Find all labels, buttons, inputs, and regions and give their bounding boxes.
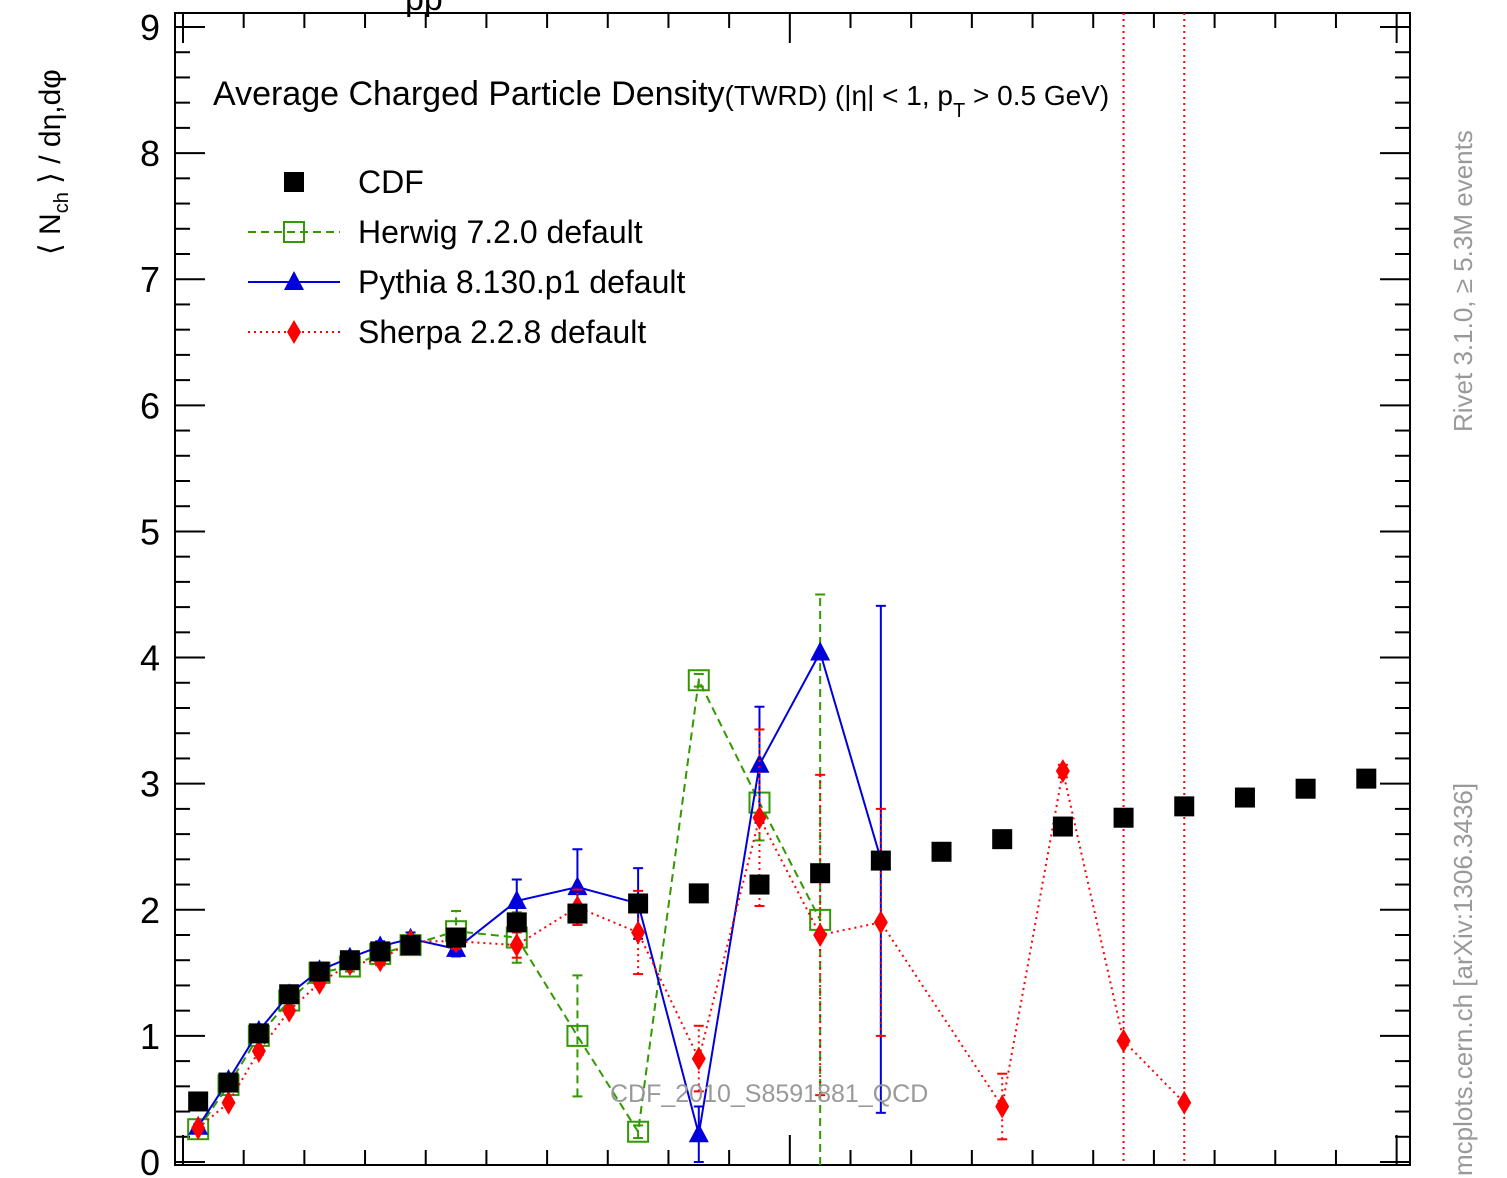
chart-subtitle: (TWRD) (|η| < 1, p [725, 80, 953, 111]
cdf-point [446, 927, 467, 948]
y-tick-label: 9 [140, 7, 160, 48]
cdf-point [931, 841, 952, 862]
sherpa-point [691, 1046, 706, 1071]
cdf-point [992, 829, 1013, 850]
y-tick-label: 7 [140, 259, 160, 300]
chart-subtitle-tail: > 0.5 GeV) [965, 80, 1109, 111]
cdf-point [1174, 796, 1195, 817]
cdf-point [309, 961, 330, 982]
herwig-point [687, 669, 710, 692]
chart-title-line: Average Charged Particle Density(TWRD) (… [213, 75, 1109, 122]
cdf-point [810, 863, 831, 884]
legend-label: Herwig 7.2.0 default [358, 214, 643, 250]
y-axis-label-sub: ch [51, 192, 73, 213]
sherpa-point [1116, 1028, 1131, 1053]
herwig-point [283, 221, 305, 243]
y-tick-label: 4 [140, 638, 160, 679]
sherpa-point [873, 910, 888, 935]
cdf-point [870, 850, 891, 871]
cdf-point [506, 912, 527, 933]
y-tick-labels: 0 1 2 3 4 5 6 7 8 9 [140, 7, 160, 1178]
y-tick-label: 2 [140, 890, 160, 931]
sherpa-point [191, 1115, 206, 1140]
sherpa-point [1055, 759, 1070, 784]
sherpa-point [752, 805, 767, 830]
cdf-point [248, 1023, 269, 1044]
series-layer [187, 13, 1377, 1165]
y-tick-label: 6 [140, 385, 160, 426]
cdf-point [339, 950, 360, 971]
chart-subtitle-sub: T [953, 100, 965, 122]
series-cdf [188, 768, 1377, 1112]
y-tick-label: 0 [140, 1142, 160, 1178]
legend-label: Sherpa 2.2.8 default [358, 314, 646, 350]
sherpa-point [287, 320, 301, 344]
y-axis-label-main: ⟨ N [34, 213, 67, 255]
page-title-fragment: pp [405, 0, 443, 18]
cdf-point [688, 883, 709, 904]
series-sherpa [191, 13, 1192, 1165]
y-tick-label: 5 [140, 511, 160, 552]
cdf-point [1052, 816, 1073, 837]
cdf-point [1113, 807, 1134, 828]
analysis-watermark: CDF_2010_S8591881_QCD [610, 1080, 928, 1108]
chart-title: Average Charged Particle Density [213, 75, 725, 113]
plot-frame [174, 12, 1411, 1166]
y-tick-label: 1 [140, 1016, 160, 1057]
y-axis-label-tail: ⟩ / dη,dφ [34, 69, 67, 192]
sherpa-point [995, 1094, 1010, 1119]
sherpa-point [509, 933, 524, 958]
herwig-point [566, 1024, 589, 1047]
cdf-point [567, 903, 588, 924]
sherpa-point [282, 998, 297, 1023]
pythia-point [749, 753, 770, 773]
legend: CDF Herwig 7.2.0 default Pythia 8.130.p1 d… [248, 164, 685, 350]
sherpa-point [813, 923, 828, 947]
cdf-point [1295, 778, 1316, 799]
cdf-point [279, 984, 300, 1005]
pythia-point [284, 271, 304, 290]
rivet-version-label: Rivet 3.1.0, ≥ 5.3M events [1448, 130, 1478, 432]
pythia-point [567, 876, 588, 896]
sherpa-point [1177, 1090, 1192, 1115]
axis-ticks [175, 13, 1410, 1165]
y-tick-label: 8 [140, 133, 160, 174]
series-line [197, 770, 1185, 1129]
series-line [197, 649, 882, 1135]
herwig-point [627, 1120, 650, 1143]
cdf-point [1234, 787, 1255, 808]
cdf-point [749, 874, 770, 895]
pythia-point [810, 641, 831, 661]
y-tick-label: 3 [140, 764, 160, 805]
legend-label: Pythia 8.130.p1 default [358, 264, 685, 300]
sherpa-point [251, 1039, 266, 1064]
series-pythia [188, 604, 891, 1163]
pythia-point [688, 1123, 709, 1143]
cdf-point [628, 893, 649, 914]
cdf-point [400, 935, 421, 956]
mcplots-reference-label: mcplots.cern.ch [arXiv:1306.3436] [1448, 783, 1478, 1176]
pythia-point [506, 889, 527, 909]
sherpa-point [631, 920, 646, 945]
legend-label: CDF [358, 164, 424, 200]
cdf-point [370, 941, 391, 962]
sherpa-point [221, 1090, 236, 1115]
cdf-point [284, 172, 304, 192]
cdf-point [1356, 768, 1377, 789]
cdf-point [218, 1072, 239, 1093]
y-axis-label: ⟨ Nch ⟩ / dη,dφ [34, 69, 73, 255]
cdf-point [188, 1091, 209, 1112]
